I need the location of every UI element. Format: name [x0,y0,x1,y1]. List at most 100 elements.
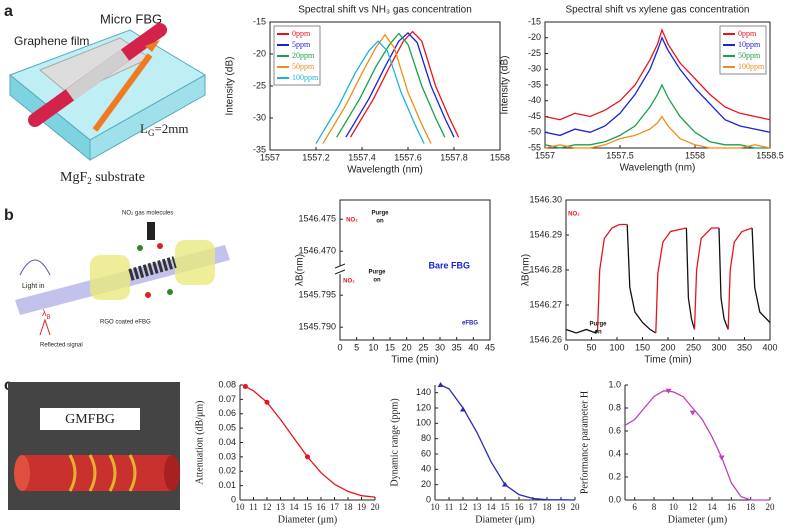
y-tick-label: -45 [528,111,541,121]
label: λ [42,308,47,318]
x-tick-label: 50 [586,342,596,352]
y-axis-label: λB(nm) [521,254,532,286]
label: B [47,315,51,321]
x-tick-label: 1557 [535,150,555,160]
annotation: Purge [371,211,389,217]
series-line [565,224,771,334]
x-tick-label: 25 [418,342,428,352]
annotation: Bare FBG [428,260,470,270]
diagram-c: GMFBG [8,382,180,510]
x-tick-label: 18 [344,502,354,512]
y-tick-label: -15 [528,16,541,26]
x-tick-label: 17 [529,502,539,512]
marker [437,382,444,387]
marker [264,399,270,405]
x-tick-label: 18 [746,502,756,512]
x-tick-label: 13 [473,502,483,512]
x-tick-label: 20 [766,502,776,512]
annotation: eFBG [462,321,478,327]
x-tick-label: 12 [263,502,272,512]
x-tick-label: 350 [737,342,752,352]
series-line [349,30,460,138]
legend-label: 100ppm [292,73,319,82]
marker [689,410,696,416]
x-tick-label: 100 [609,342,624,352]
y-tick-label: 100 [416,418,431,428]
label: RGO coated eFBG [100,320,151,326]
chart-title: Spectral shift vs NH₃ gas concentration [298,5,472,16]
x-tick-label: 20 [371,502,381,512]
y-tick-label: 1545.790 [298,322,336,332]
x-tick-label: 11 [445,502,454,512]
legend-label: 50ppm [292,62,315,71]
annotation: on [376,219,384,225]
x-tick-label: 1557.2 [302,152,330,162]
marker [665,388,672,394]
marker [718,455,725,461]
y-axis-label: Intensity (dB) [500,56,511,115]
x-tick-label: 10 [431,502,441,512]
series-line [624,390,770,501]
y-tick-label: 80 [421,433,431,443]
y-tick-label: 0.02 [218,466,236,476]
x-tick-label: 19 [557,502,567,512]
x-tick-label: 10 [669,502,679,512]
x-tick-label: 0 [563,342,568,352]
y-tick-label: 1546.29 [529,229,562,239]
diagram-a: Micro FBG Graphene film LG=2mm MgF2 subs… [9,11,206,186]
label: 2 [87,176,92,186]
axis-break [334,263,346,275]
x-tick-label: 1557.8 [440,152,468,162]
diagram-b: NO₂ gas molecules Light in λB RGO coated… [15,211,230,349]
x-tick-label: 30 [435,342,445,352]
plot-frame [240,385,375,500]
x-tick-label: 400 [762,342,777,352]
label: G [148,128,155,138]
x-tick-label: 12 [459,502,468,512]
y-tick-label: 0 [426,494,431,504]
y-tick-label: 0.01 [218,480,236,490]
y-axis-label: Dynamic range (ppm) [389,398,400,486]
marker [460,406,466,412]
annotation: on [373,278,381,284]
y-tick-label: 1546.470 [298,246,336,256]
y-tick-label: 0.07 [218,394,236,404]
y-tick-label: 1545.795 [298,290,336,300]
y-tick-label: 120 [416,402,431,412]
y-tick-label: 0.8 [608,402,621,412]
x-axis-label: Time (min) [391,355,438,366]
x-tick-label: 19 [357,502,367,512]
y-tick-label: 1546.27 [529,299,562,309]
x-tick-label: 14 [487,502,497,512]
x-tick-label: 1558.5 [756,150,784,160]
x-tick-label: 1557.6 [394,152,422,162]
y-tick-label: 1546.30 [529,194,562,204]
y-tick-label: 0.4 [608,448,621,458]
x-axis-label: Diameter (μm) [475,514,535,525]
annotation: NO₂ [343,279,355,285]
y-tick-label: -35 [528,79,541,89]
x-tick-label: 13 [276,502,286,512]
x-tick-label: 1557.5 [606,150,634,160]
legend-label: 5ppm [292,40,311,49]
series-line [322,33,432,144]
x-tick-label: 15 [385,342,395,352]
x-axis-label: Time (min) [644,355,691,366]
y-axis-label: λB(nm) [295,254,306,286]
y-tick-label: 0.0 [608,494,621,504]
y-tick-label: 0.03 [218,451,236,461]
label: Micro FBG [100,11,162,26]
annotation: on [594,330,602,336]
x-tick-label: 16 [317,502,327,512]
x-tick-label: 250 [686,342,701,352]
y-axis-label: Attenuation (dB/μm) [194,401,205,485]
legend-label: 20ppm [292,51,315,60]
label: Light in [22,283,45,290]
y-tick-label: -30 [528,64,541,74]
x-tick-label: 11 [249,502,258,512]
x-tick-label: 300 [711,342,726,352]
y-tick-label: 1.0 [608,379,621,389]
y-tick-label: -55 [528,142,541,152]
annotation: NO₂ [346,218,358,224]
x-tick-label: 1558 [685,150,705,160]
